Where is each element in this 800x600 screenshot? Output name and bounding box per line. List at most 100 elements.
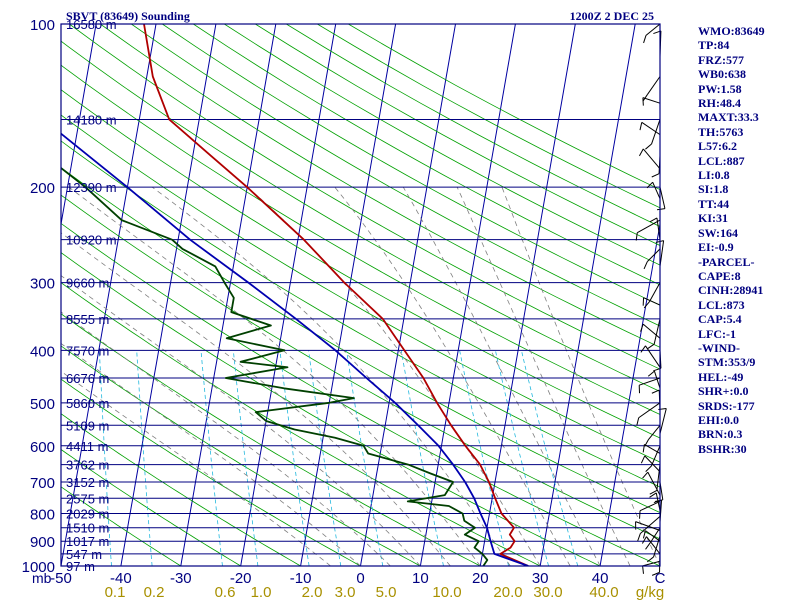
wind-barb-flag xyxy=(643,35,647,44)
wind-barb-flag xyxy=(654,499,663,503)
mixing-ratio-label: 20.0 xyxy=(493,584,522,600)
wind-barb-flag xyxy=(649,492,657,498)
index-line: CINH:28941 xyxy=(698,283,764,298)
wind-barb-flag xyxy=(644,439,650,447)
wind-barb-flag xyxy=(651,571,660,576)
temperature-tick-label: -50 xyxy=(50,570,72,587)
index-line: TT:44 xyxy=(698,196,730,211)
index-line: CAPE:8 xyxy=(698,268,741,283)
temperature-tick-label: -20 xyxy=(230,570,252,587)
wind-barb xyxy=(642,560,661,567)
wind-barb-flag xyxy=(645,465,652,472)
wind-barb xyxy=(645,345,661,368)
index-line: TP:84 xyxy=(698,38,730,53)
pressure-tick-label: 1000 xyxy=(22,559,55,576)
wind-barb-flag xyxy=(656,208,666,211)
wind-barb xyxy=(641,121,661,136)
wind-barb-flag xyxy=(640,455,646,464)
wind-barb xyxy=(649,527,661,544)
wind-barb-flag xyxy=(647,370,655,377)
moist-adiabat-line xyxy=(61,232,451,566)
wind-barb-flag xyxy=(647,343,655,350)
temperature-tick-label: 10 xyxy=(412,570,429,587)
index-line: FRZ:577 xyxy=(698,52,744,67)
wind-barb-flag xyxy=(642,471,649,479)
wind-barb xyxy=(642,148,661,170)
wind-barb-flag xyxy=(649,217,658,223)
wind-barb xyxy=(650,445,661,467)
height-label: 6676 m xyxy=(66,371,109,386)
wind-barb-flag xyxy=(651,389,660,394)
index-line: LI:0.8 xyxy=(698,168,730,183)
index-line: EHI:0.0 xyxy=(698,412,740,427)
wind-barb xyxy=(653,318,661,345)
index-line: WMO:83649 xyxy=(698,24,765,38)
index-line: LFC:-1 xyxy=(698,326,736,341)
pressure-tick-label: 400 xyxy=(30,343,55,360)
height-label: 3762 m xyxy=(66,458,109,473)
temperature-tick-label: 20 xyxy=(472,570,489,587)
temperature-tick-label: -10 xyxy=(290,570,312,587)
temperature-tick-label: 30 xyxy=(532,570,549,587)
series-line-2 xyxy=(61,166,489,566)
wind-barb-flag xyxy=(646,181,654,189)
wind-barb xyxy=(640,516,661,534)
mixing-ratio-label: 0.1 xyxy=(105,584,126,600)
wind-barb xyxy=(659,240,665,267)
pressure-tick-label: 100 xyxy=(30,17,55,34)
wind-barb xyxy=(642,323,661,339)
index-line: -WIND- xyxy=(698,340,740,355)
chart-valid-time: 1200Z 2 DEC 25 xyxy=(570,9,654,23)
wind-barb xyxy=(648,424,661,440)
wind-barb-flag xyxy=(641,536,647,544)
index-line: SI:1.8 xyxy=(698,182,729,197)
mixing-ratio-label: 2.0 xyxy=(302,584,323,600)
wind-barb-flag xyxy=(645,542,651,550)
wind-barb-flag xyxy=(642,565,644,574)
wind-barb xyxy=(651,119,661,145)
wind-barb-flag xyxy=(643,301,650,309)
index-line: KI:31 xyxy=(698,211,728,226)
wind-barb xyxy=(647,471,661,496)
series-line-3 xyxy=(61,132,529,566)
height-label: 5109 m xyxy=(66,418,109,433)
wind-barb xyxy=(645,530,661,542)
moist-adiabat-line xyxy=(61,342,361,566)
pressure-tick-label: 800 xyxy=(30,506,55,523)
temperature-tick-label: -40 xyxy=(110,570,132,587)
height-label: 547 m xyxy=(66,547,102,562)
height-label: 16580 m xyxy=(66,17,117,32)
moist-adiabat-line xyxy=(456,187,631,566)
index-line: PW:1.58 xyxy=(698,81,742,96)
pressure-tick-label: 600 xyxy=(30,439,55,456)
wind-barb xyxy=(653,535,661,558)
mixing-ratio-label: 10.0 xyxy=(432,584,461,600)
index-line: LCL:873 xyxy=(698,297,745,312)
wind-barb-flag xyxy=(645,143,652,150)
stability-indices-panel: WMO:83649 TP:84 FRZ:577 WB0:638 PW:1.58 RH:48… xyxy=(698,24,798,456)
wind-barb xyxy=(643,297,661,306)
height-label: 8555 m xyxy=(66,312,109,327)
pressure-tick-label: 500 xyxy=(30,396,55,413)
index-line: LCL:887 xyxy=(698,153,745,168)
wind-barb xyxy=(639,500,661,512)
index-line: BSHR:30 xyxy=(698,441,747,456)
wind-barb xyxy=(655,492,661,511)
wind-barb xyxy=(645,23,661,36)
index-line: CAP:5.4 xyxy=(698,312,742,327)
temperature-tick-label: 0 xyxy=(356,570,364,587)
index-line: WB0:638 xyxy=(698,67,746,82)
y-axis-unit-label: mb xyxy=(32,570,52,586)
wind-barb-flag xyxy=(640,323,644,332)
wind-barb xyxy=(638,402,661,419)
height-label: 97 m xyxy=(66,559,95,574)
wind-barb xyxy=(646,536,661,555)
series-layer xyxy=(61,24,529,566)
isobar-lines xyxy=(61,23,660,567)
height-label: 2029 m xyxy=(66,506,109,521)
moist-adiabat-line xyxy=(247,186,541,566)
pressure-tick-label: 200 xyxy=(30,180,55,197)
height-label: 1017 m xyxy=(66,534,109,549)
